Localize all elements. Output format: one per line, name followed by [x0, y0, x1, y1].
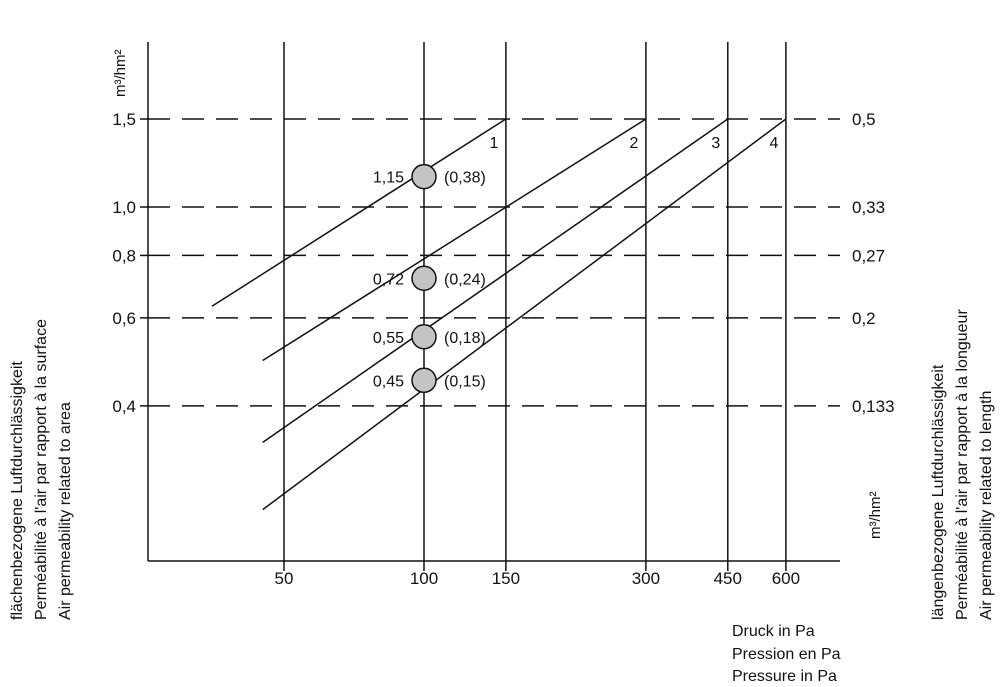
- labels-layer: 0,4 0,6 0,8 1,0 1,5 0,133 0,2 0,27 0,33 0,5 50 100 1…: [9, 50, 995, 686]
- left-axis-title-line: Air permeability related to area: [57, 402, 74, 620]
- series-layer: [211, 118, 787, 511]
- marker-secondary-label: (0,24): [444, 271, 486, 288]
- y-tick-label-left: 1,5: [112, 110, 136, 129]
- y-tick-label-right: 0,33: [852, 198, 885, 217]
- left-axis-title-line: Perméabilité à l'air par rapport à la su…: [33, 319, 50, 620]
- marker-secondary-label: (0,38): [444, 170, 486, 187]
- x-tick-label: 100: [410, 569, 438, 588]
- series-line-3: [262, 118, 729, 444]
- right-axis-title-line: Perméabilité à l'air par rapport à la lo…: [954, 309, 971, 620]
- data-marker: [411, 265, 437, 292]
- y-tick-label-left: 0,4: [112, 397, 136, 416]
- y-tick-label-left: 0,6: [112, 309, 136, 328]
- series-line-2: [262, 118, 647, 362]
- data-marker: [411, 367, 437, 394]
- y-tick-label-right: 0,133: [852, 397, 895, 416]
- marker-value-label: 1,15: [373, 170, 404, 187]
- x-tick-label: 150: [492, 569, 520, 588]
- right-axis-title-line: längenbezogene Luftdurchlässigkeit: [930, 364, 947, 620]
- series-label-1: 1: [489, 135, 498, 152]
- marker-secondary-label: (0,15): [444, 373, 486, 390]
- marker-value-label: 0,45: [373, 373, 404, 390]
- x-tick-label: 300: [632, 569, 660, 588]
- markers-layer: [411, 163, 437, 394]
- data-marker: [411, 163, 437, 190]
- series-line-4: [262, 118, 787, 511]
- grid-layer: [148, 42, 840, 561]
- left-unit-label: m³/hm²: [112, 50, 129, 98]
- series-label-3: 3: [711, 135, 720, 152]
- series-label-4: 4: [769, 135, 778, 152]
- y-tick-label-right: 0,27: [852, 246, 885, 265]
- x-axis-title-line: Pression en Pa: [732, 646, 841, 663]
- x-axis-title-line: Druck in Pa: [732, 623, 815, 640]
- y-tick-label-right: 0,2: [852, 309, 876, 328]
- y-tick-label-right: 0,5: [852, 110, 876, 129]
- x-tick-label: 600: [772, 569, 800, 588]
- x-tick-label: 450: [714, 569, 742, 588]
- left-axis-title-line: flächenbezogene Luftdurchlässigkeit: [9, 361, 26, 620]
- right-axis-title-line: Air permeability related to length: [978, 391, 995, 620]
- right-unit-label: m³/hm²: [867, 492, 884, 540]
- data-marker: [411, 324, 437, 350]
- marker-secondary-label: (0,18): [444, 330, 486, 347]
- marker-value-label: 0,55: [373, 330, 404, 347]
- x-tick-label: 50: [275, 569, 294, 588]
- x-axis-title-line: Pressure in Pa: [732, 668, 837, 685]
- series-line-1: [211, 118, 507, 307]
- marker-value-label: 0,72: [373, 271, 404, 288]
- y-tick-label-left: 1,0: [112, 198, 136, 217]
- axes-layer: [140, 42, 840, 571]
- series-label-2: 2: [629, 135, 638, 152]
- y-tick-label-left: 0,8: [112, 246, 136, 265]
